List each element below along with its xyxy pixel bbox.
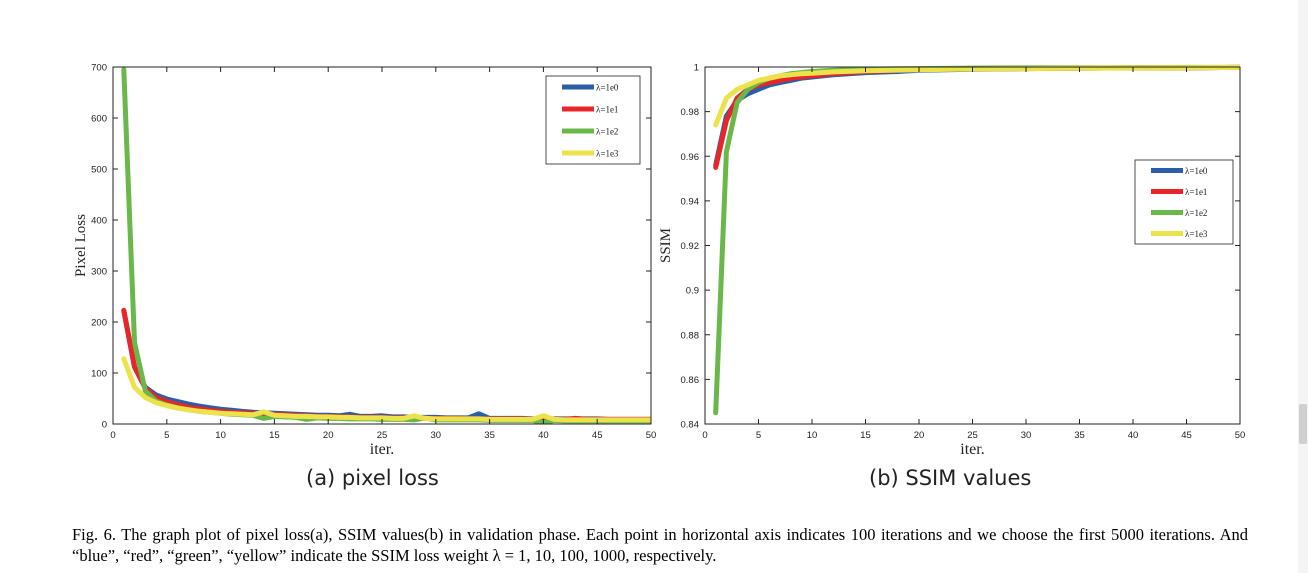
x-tick-label: 5	[756, 430, 761, 441]
subcaption-b: (b) SSIM values	[869, 466, 1032, 490]
x-tick-label: 5	[164, 430, 169, 441]
y-tick-label: 700	[91, 63, 107, 74]
y-tick-label: 500	[91, 165, 107, 176]
legend-label-1: λ=1e0	[596, 83, 619, 93]
x-tick-label: 30	[431, 430, 442, 441]
x-tick-label: 20	[914, 430, 925, 441]
pixel-loss-chart: 0 5 10 15 20 25 30 35 40 45 5001002003004005006007…	[73, 63, 656, 459]
legend-label-2: λ=1e1	[596, 105, 618, 115]
legend-label-4: λ=1e3	[1185, 229, 1208, 239]
series-line-1	[121, 308, 651, 422]
y-tick-label: 0.88	[681, 330, 700, 341]
legend-label-3: λ=1e2	[1185, 208, 1207, 218]
x-tick-label: 45	[1181, 430, 1192, 441]
x-tick-label: 45	[592, 430, 603, 441]
subcaption-a: (a) pixel loss	[306, 466, 439, 490]
y-tick-label: 0.94	[681, 196, 700, 207]
x-tick-label: 10	[215, 430, 226, 441]
plot-frame	[704, 66, 1241, 425]
y-tick-label: 0.96	[681, 152, 700, 163]
scrollbar[interactable]	[1298, 0, 1308, 573]
x-tick-label: 0	[110, 430, 115, 441]
x-tick-label: 40	[1128, 430, 1139, 441]
x-tick-label: 15	[860, 430, 871, 441]
y-tick-label: 0.86	[681, 375, 700, 386]
x-tick-label: 35	[484, 430, 495, 441]
legend-box	[545, 75, 641, 165]
ssim-chart: 0 5 10 15 20 25 30 35 40 45 50 0.84 0.86 0.88 0.9 0.92 0…	[658, 63, 1245, 459]
y-axis-label: Pixel Loss	[73, 214, 89, 277]
legend-label-4: λ=1e3	[596, 149, 619, 159]
y-tick-label: 300	[91, 267, 107, 278]
x-tick-label: 50	[1235, 430, 1246, 441]
legend-label-1: λ=1e0	[1185, 166, 1208, 176]
x-tick-label: 15	[269, 430, 280, 441]
x-tick-label: 25	[377, 430, 388, 441]
y-tick-label: 0	[102, 420, 107, 431]
series-line-4	[713, 64, 1240, 128]
x-tick-label: 30	[1021, 430, 1032, 441]
y-tick-label: 0.9	[686, 286, 699, 297]
x-tick-label: 20	[323, 430, 334, 441]
y-tick-label: 0.92	[681, 241, 700, 252]
legend-box	[1134, 159, 1234, 245]
x-tick-label: 25	[967, 430, 978, 441]
series-line-2	[713, 64, 1240, 170]
figure-caption: Fig. 6. The graph plot of pixel loss(a),…	[72, 525, 1248, 565]
legend-label-2: λ=1e1	[1185, 187, 1207, 197]
series-line-1	[713, 64, 1240, 168]
scrollbar-thumb[interactable]	[1299, 404, 1307, 444]
y-tick-label: 100	[91, 369, 107, 380]
y-tick-label: 0.98	[681, 107, 700, 118]
x-tick-label: 35	[1074, 430, 1085, 441]
series-line-4	[121, 356, 651, 423]
series-line-2	[121, 307, 651, 422]
y-tick-label: 200	[91, 318, 107, 329]
x-axis-label: iter.	[370, 441, 394, 458]
figure-charts: 0 5 10 15 20 25 30 35 40 45 5001002003004005006007…	[73, 63, 1245, 459]
x-tick-label: 0	[702, 430, 707, 441]
legend-label-3: λ=1e2	[596, 127, 618, 137]
x-tick-label: 40	[538, 430, 549, 441]
y-tick-label: 600	[91, 114, 107, 125]
x-tick-label: 10	[807, 430, 818, 441]
y-tick-label: 400	[91, 216, 107, 227]
y-tick-label: 0.84	[681, 420, 700, 431]
y-tick-label: 1	[694, 63, 699, 74]
x-tick-label: 50	[646, 430, 657, 441]
x-axis-label: iter.	[960, 441, 984, 458]
y-axis-label: SSIM	[658, 228, 674, 263]
